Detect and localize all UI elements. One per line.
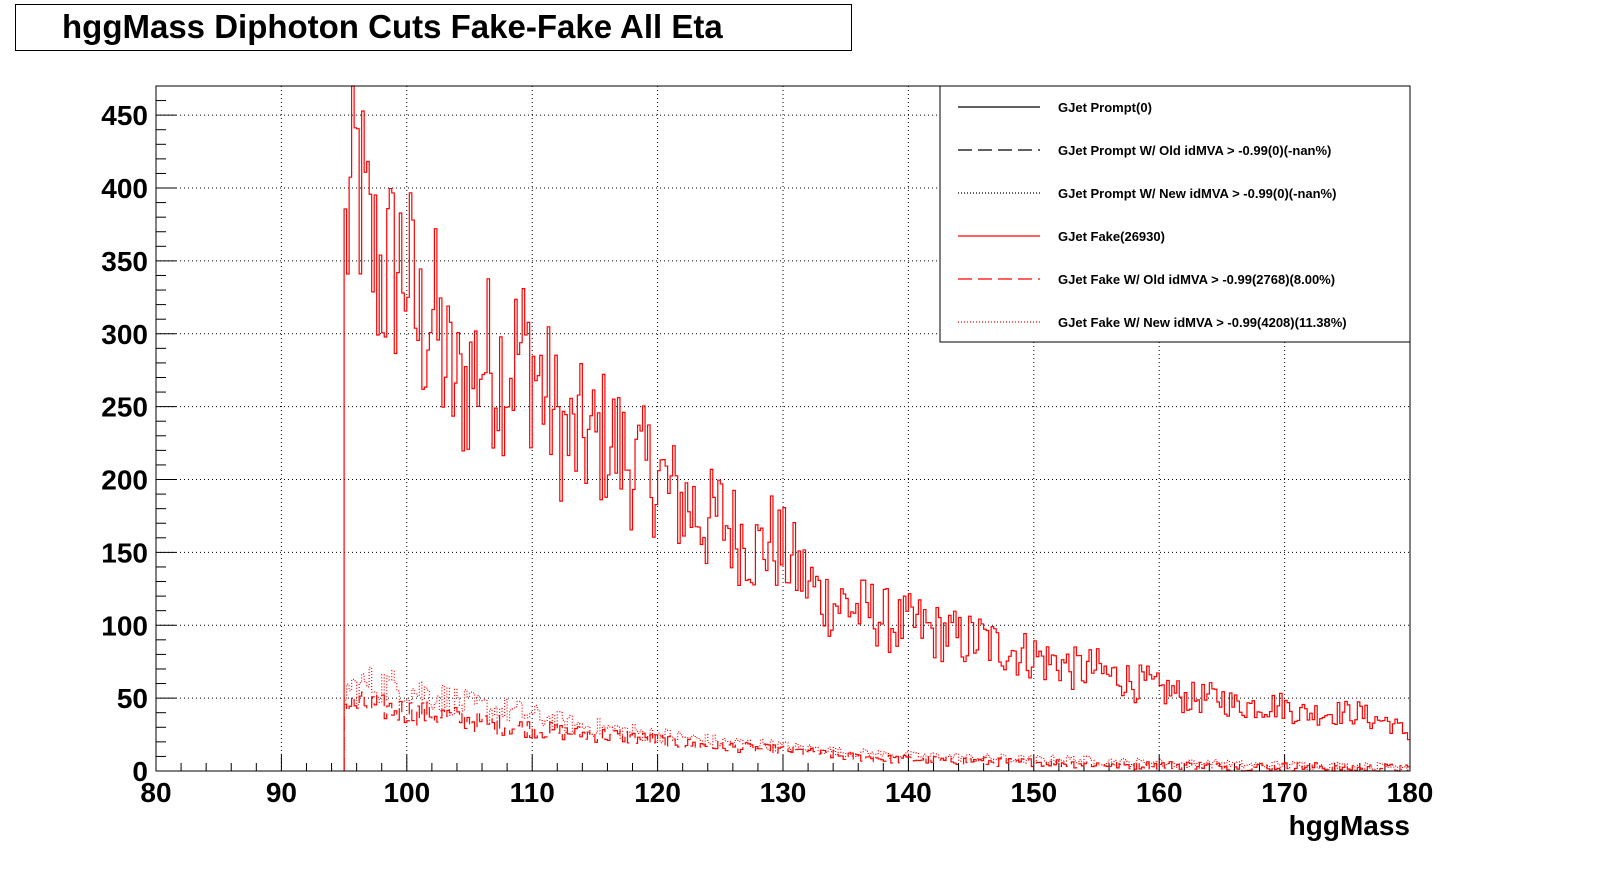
x-tick-label: 130 — [760, 777, 807, 808]
y-tick-label: 200 — [101, 465, 148, 496]
y-axis-tick-labels: 0 50 100 150 200 250 300 350 400 450 — [101, 100, 148, 787]
x-tick-label: 150 — [1010, 777, 1057, 808]
series-4-histogram — [343, 691, 1410, 772]
legend-label: GJet Fake W/ New idMVA > -0.99(4208)(11.… — [1058, 315, 1347, 330]
y-tick-label: 450 — [101, 100, 148, 131]
series-3-histogram — [343, 85, 1410, 771]
legend-label: GJet Prompt W/ New idMVA > -0.99(0)(-nan… — [1058, 186, 1336, 201]
series-layer — [343, 85, 1410, 772]
y-tick-label: 400 — [101, 173, 148, 204]
legend-entries: GJet Prompt(0) GJet Prompt W/ Old idMVA >… — [958, 100, 1347, 330]
x-tick-label: 110 — [510, 777, 555, 808]
x-tick-label: 120 — [634, 777, 681, 808]
y-tick-label: 150 — [101, 537, 148, 568]
x-tick-label: 100 — [383, 777, 430, 808]
legend-entry: GJet Fake W/ New idMVA > -0.99(4208)(11.… — [958, 315, 1347, 330]
x-axis-title: hggMass — [1289, 810, 1410, 841]
x-axis-tick-labels: 80 90 100 110 120 130 140 150 160 170 180 — [140, 777, 1433, 808]
legend-entry: GJet Fake(26930) — [958, 229, 1165, 244]
x-tick-label: 170 — [1261, 777, 1308, 808]
y-tick-label: 350 — [101, 246, 148, 277]
y-tick-label: 100 — [101, 610, 148, 641]
legend-label: GJet Prompt(0) — [1058, 100, 1152, 115]
legend-box — [939, 85, 1411, 343]
legend-entry: GJet Prompt W/ Old idMVA > -0.99(0)(-nan… — [958, 143, 1331, 158]
series-5-histogram — [343, 666, 1410, 772]
legend-entry: GJet Prompt(0) — [958, 100, 1152, 115]
legend-entry: GJet Fake W/ Old idMVA > -0.99(2768)(8.0… — [958, 272, 1335, 287]
x-tick-label: 90 — [266, 777, 297, 808]
chart-title: hggMass Diphoton Cuts Fake-Fake All Eta — [15, 4, 852, 51]
x-tick-label: 80 — [140, 777, 171, 808]
plot-frame — [155, 85, 1411, 772]
x-tick-label: 140 — [885, 777, 932, 808]
x-tick-label: 180 — [1387, 777, 1434, 808]
legend: GJet Prompt(0) GJet Prompt W/ Old idMVA >… — [939, 85, 1411, 343]
legend-label: GJet Fake(26930) — [1058, 229, 1165, 244]
legend-label: GJet Prompt W/ Old idMVA > -0.99(0)(-nan… — [1058, 143, 1331, 158]
y-tick-label: 250 — [101, 392, 148, 423]
y-tick-label: 50 — [117, 683, 148, 714]
x-tick-label: 160 — [1136, 777, 1183, 808]
y-tick-label: 300 — [101, 319, 148, 350]
legend-entry: GJet Prompt W/ New idMVA > -0.99(0)(-nan… — [958, 186, 1336, 201]
y-tick-label: 0 — [132, 756, 148, 787]
legend-label: GJet Fake W/ Old idMVA > -0.99(2768)(8.0… — [1058, 272, 1335, 287]
